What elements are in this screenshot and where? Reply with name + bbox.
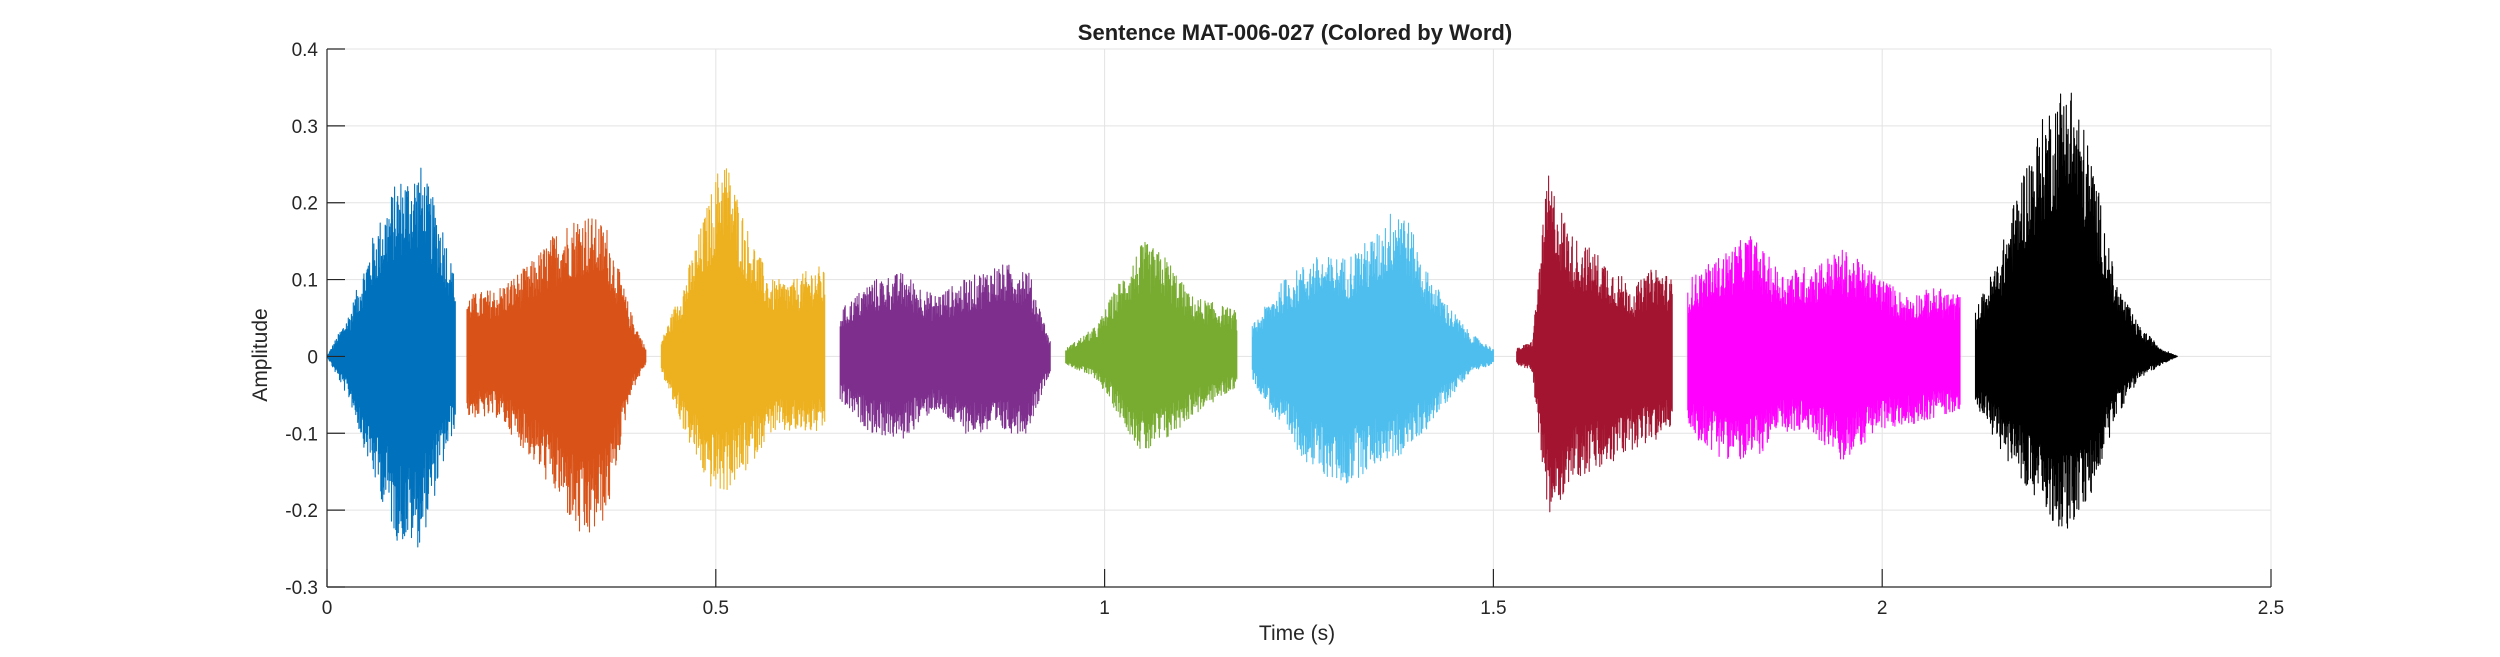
y-tick-label: 0 (307, 347, 318, 368)
waveform-series-9 (1974, 92, 2178, 529)
waveform-series-8 (1687, 236, 1961, 460)
waveform-series-6 (1251, 213, 1494, 484)
y-tick-label: 0.3 (292, 117, 318, 138)
y-tick-label: -0.3 (285, 578, 318, 599)
waveform-series-2 (466, 218, 647, 533)
x-tick-label: 1 (1099, 598, 1110, 619)
x-tick-label: 2 (1877, 598, 1888, 619)
x-tick-label: 0 (322, 598, 333, 619)
waveform-series-5 (1065, 241, 1238, 449)
y-tick-label: 0.2 (292, 194, 318, 215)
y-tick-label: -0.1 (285, 424, 318, 445)
waveform-series-1 (326, 167, 456, 548)
plot-area (326, 92, 2178, 548)
x-tick-label: 0.5 (703, 598, 729, 619)
axes (326, 48, 2272, 588)
x-tick-label: 1.5 (1480, 598, 1506, 619)
y-tick-label: 0.1 (292, 271, 318, 292)
y-tick-label: -0.2 (285, 501, 318, 522)
waveform-series-4 (839, 264, 1051, 439)
x-axis-label: Time (s) (1259, 622, 1335, 645)
x-tick-label: 2.5 (2258, 598, 2284, 619)
y-tick-label: 0.4 (292, 40, 319, 61)
waveform-series-7 (1516, 175, 1673, 513)
tick-labels: 0 0.5 1 1.5 2 2.5 -0.3 -0.2 -0.1 0 0.1 0.2 0.3 0.4 (285, 40, 2284, 619)
y-axis-label: Amplitude (249, 308, 272, 401)
chart-title: Sentence MAT-006-027 (Colored by Word) (1078, 20, 1512, 45)
waveform-series-3 (660, 168, 826, 491)
